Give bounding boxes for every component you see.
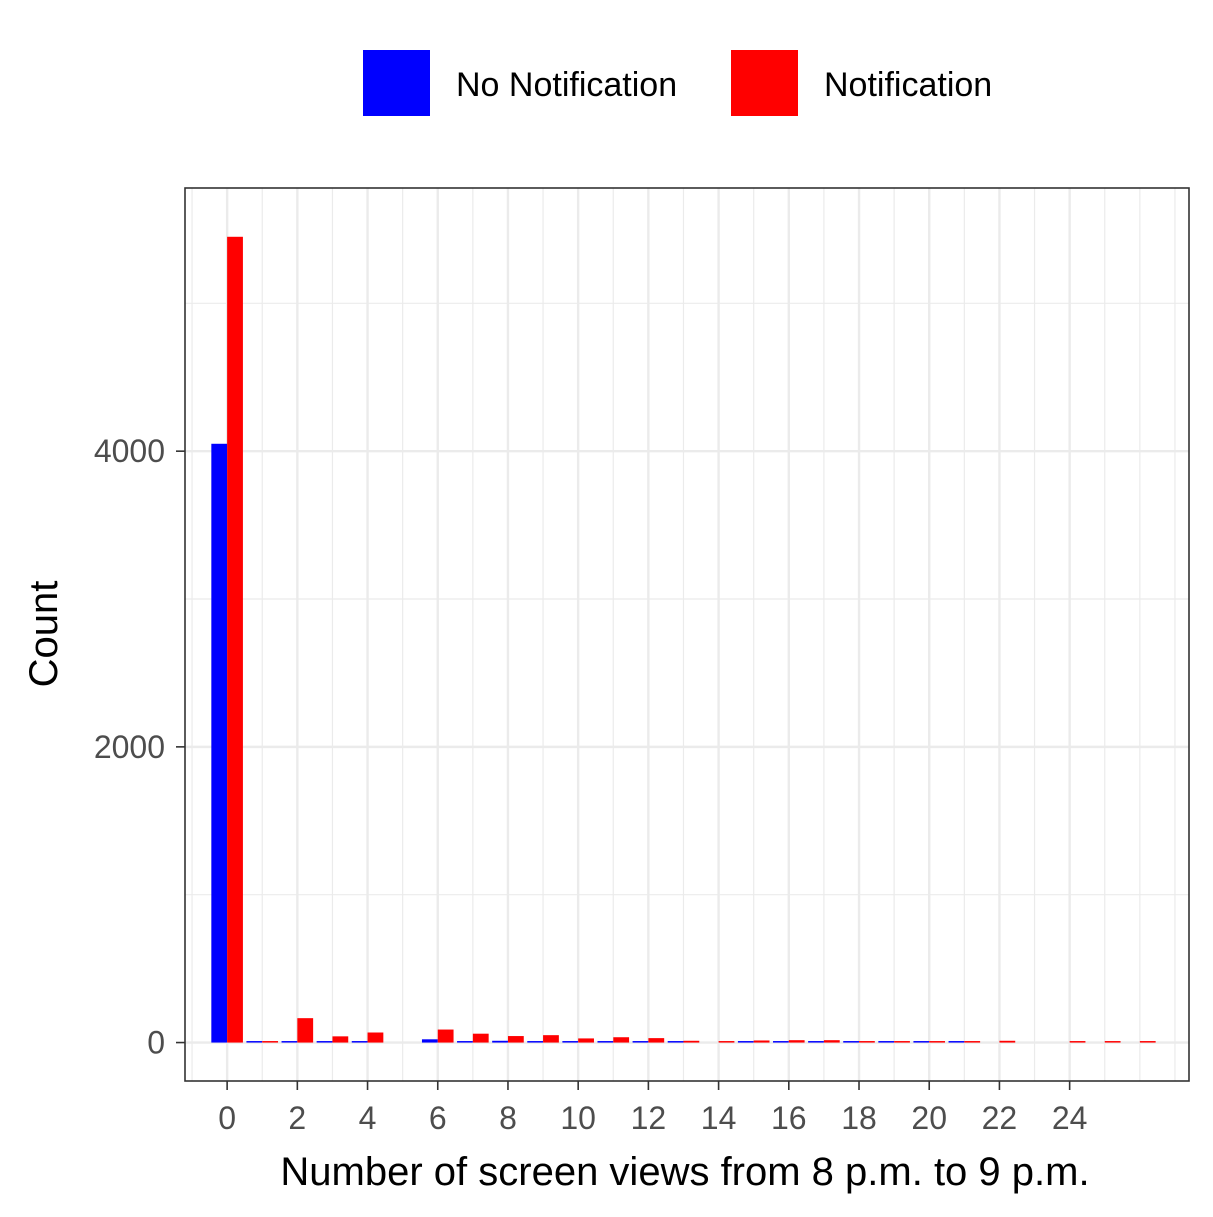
bar-no-notification-8 bbox=[492, 1040, 508, 1043]
bar-notification-11 bbox=[613, 1037, 630, 1043]
bar-notification-24 bbox=[1069, 1041, 1086, 1043]
bar-no-notification-15 bbox=[737, 1041, 754, 1043]
bars bbox=[211, 236, 1156, 1043]
bar-no-notification-2 bbox=[281, 1041, 298, 1043]
bar-notification-1 bbox=[262, 1041, 279, 1043]
bar-notification-25 bbox=[1104, 1041, 1121, 1043]
x-tick-label: 14 bbox=[701, 1100, 737, 1136]
grid bbox=[185, 188, 1189, 1081]
x-tick-label: 12 bbox=[631, 1100, 667, 1136]
x-tick-label: 22 bbox=[982, 1100, 1018, 1136]
bar-no-notification-3 bbox=[316, 1041, 333, 1043]
x-axis-title: Number of screen views from 8 p.m. to 9 … bbox=[280, 1150, 1089, 1194]
bar-no-notification-6 bbox=[421, 1039, 438, 1043]
bar-notification-26 bbox=[1139, 1041, 1156, 1043]
y-tick-label: 4000 bbox=[94, 433, 165, 469]
bar-notification-22 bbox=[999, 1040, 1016, 1043]
bar-notification-15 bbox=[753, 1040, 770, 1043]
y-axis-title: Count bbox=[22, 581, 66, 688]
bar-no-notification-0 bbox=[211, 443, 228, 1043]
bar-notification-3 bbox=[332, 1036, 349, 1043]
x-tick-label: 16 bbox=[771, 1100, 807, 1136]
bar-notification-16 bbox=[788, 1040, 805, 1043]
legend-label-no-notification: No Notification bbox=[456, 66, 677, 104]
legend-swatch-notification bbox=[731, 50, 798, 116]
bar-notification-9 bbox=[543, 1035, 559, 1043]
x-tick-label: 0 bbox=[218, 1100, 236, 1136]
x-tick-label: 24 bbox=[1052, 1100, 1088, 1136]
bar-no-notification-21 bbox=[948, 1041, 965, 1043]
bar-notification-18 bbox=[859, 1041, 875, 1043]
legend-swatch-no-notification bbox=[363, 50, 430, 116]
bar-no-notification-4 bbox=[351, 1041, 368, 1043]
bar-notification-20 bbox=[929, 1041, 946, 1043]
bar-notification-19 bbox=[894, 1041, 910, 1043]
bar-no-notification-13 bbox=[667, 1041, 684, 1043]
plot-panel-border bbox=[184, 187, 1190, 1082]
y-tick-label: 2000 bbox=[94, 729, 165, 765]
bar-notification-10 bbox=[578, 1038, 594, 1043]
x-tick-label: 6 bbox=[429, 1100, 447, 1136]
bar-notification-8 bbox=[507, 1036, 524, 1043]
x-tick-label: 10 bbox=[560, 1100, 596, 1136]
y-tick-label: 0 bbox=[147, 1025, 165, 1061]
bar-notification-12 bbox=[648, 1038, 665, 1043]
bar-notification-6 bbox=[437, 1029, 454, 1043]
bar-no-notification-10 bbox=[562, 1041, 579, 1043]
bar-notification-17 bbox=[823, 1040, 840, 1043]
bar-notification-0 bbox=[227, 236, 243, 1043]
bar-no-notification-9 bbox=[527, 1041, 544, 1043]
bar-no-notification-17 bbox=[808, 1041, 824, 1043]
bar-no-notification-19 bbox=[878, 1041, 895, 1043]
legend-label-notification: Notification bbox=[824, 66, 992, 104]
x-tick-label: 4 bbox=[359, 1100, 377, 1136]
x-tick-label: 20 bbox=[911, 1100, 947, 1136]
bar-no-notification-1 bbox=[246, 1041, 263, 1043]
bar-no-notification-16 bbox=[773, 1041, 789, 1043]
bar-no-notification-7 bbox=[457, 1041, 473, 1043]
x-tick-label: 18 bbox=[841, 1100, 877, 1136]
bar-notification-4 bbox=[367, 1032, 384, 1043]
bar-no-notification-11 bbox=[597, 1041, 614, 1043]
bar-no-notification-12 bbox=[632, 1041, 649, 1043]
x-tick-label: 8 bbox=[499, 1100, 517, 1136]
legend: No Notification Notification bbox=[363, 50, 992, 116]
bar-notification-14 bbox=[718, 1041, 735, 1043]
bar-notification-2 bbox=[297, 1018, 314, 1043]
bar-no-notification-20 bbox=[913, 1041, 930, 1043]
bar-notification-7 bbox=[472, 1033, 489, 1043]
bar-no-notification-18 bbox=[843, 1041, 860, 1043]
bar-notification-13 bbox=[683, 1040, 700, 1043]
x-tick-label: 2 bbox=[288, 1100, 306, 1136]
bar-notification-21 bbox=[964, 1041, 981, 1043]
